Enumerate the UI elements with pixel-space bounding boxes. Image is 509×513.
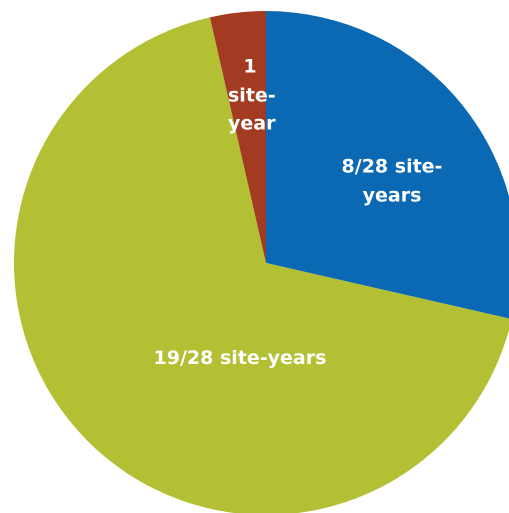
slice-label: 19/28 site-years [153,346,327,369]
slice-label: 1 site-year [228,55,276,135]
pie-slice [14,17,509,513]
pie-slice [209,11,266,263]
pie-slice [266,11,509,319]
slice-label: 8/28 site-years [341,155,443,207]
